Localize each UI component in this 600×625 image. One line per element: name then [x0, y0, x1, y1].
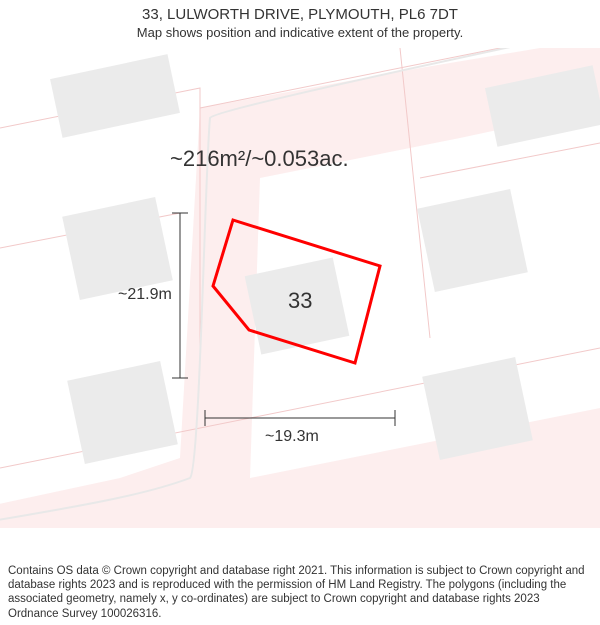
property-number-label: 33	[288, 288, 312, 314]
height-dimension-label: ~21.9m	[118, 286, 172, 304]
map-area: ~216m²/~0.053ac. ~21.9m ~19.3m 33	[0, 48, 600, 528]
copyright-footer: Contains OS data © Crown copyright and d…	[8, 564, 592, 622]
width-dimension-label: ~19.3m	[265, 428, 319, 446]
page-container: 33, LULWORTH DRIVE, PLYMOUTH, PL6 7DT Ma…	[0, 0, 600, 625]
page-title: 33, LULWORTH DRIVE, PLYMOUTH, PL6 7DT	[0, 6, 600, 23]
header: 33, LULWORTH DRIVE, PLYMOUTH, PL6 7DT Ma…	[0, 0, 600, 40]
page-subtitle: Map shows position and indicative extent…	[0, 25, 600, 40]
area-measurement-label: ~216m²/~0.053ac.	[170, 146, 349, 172]
